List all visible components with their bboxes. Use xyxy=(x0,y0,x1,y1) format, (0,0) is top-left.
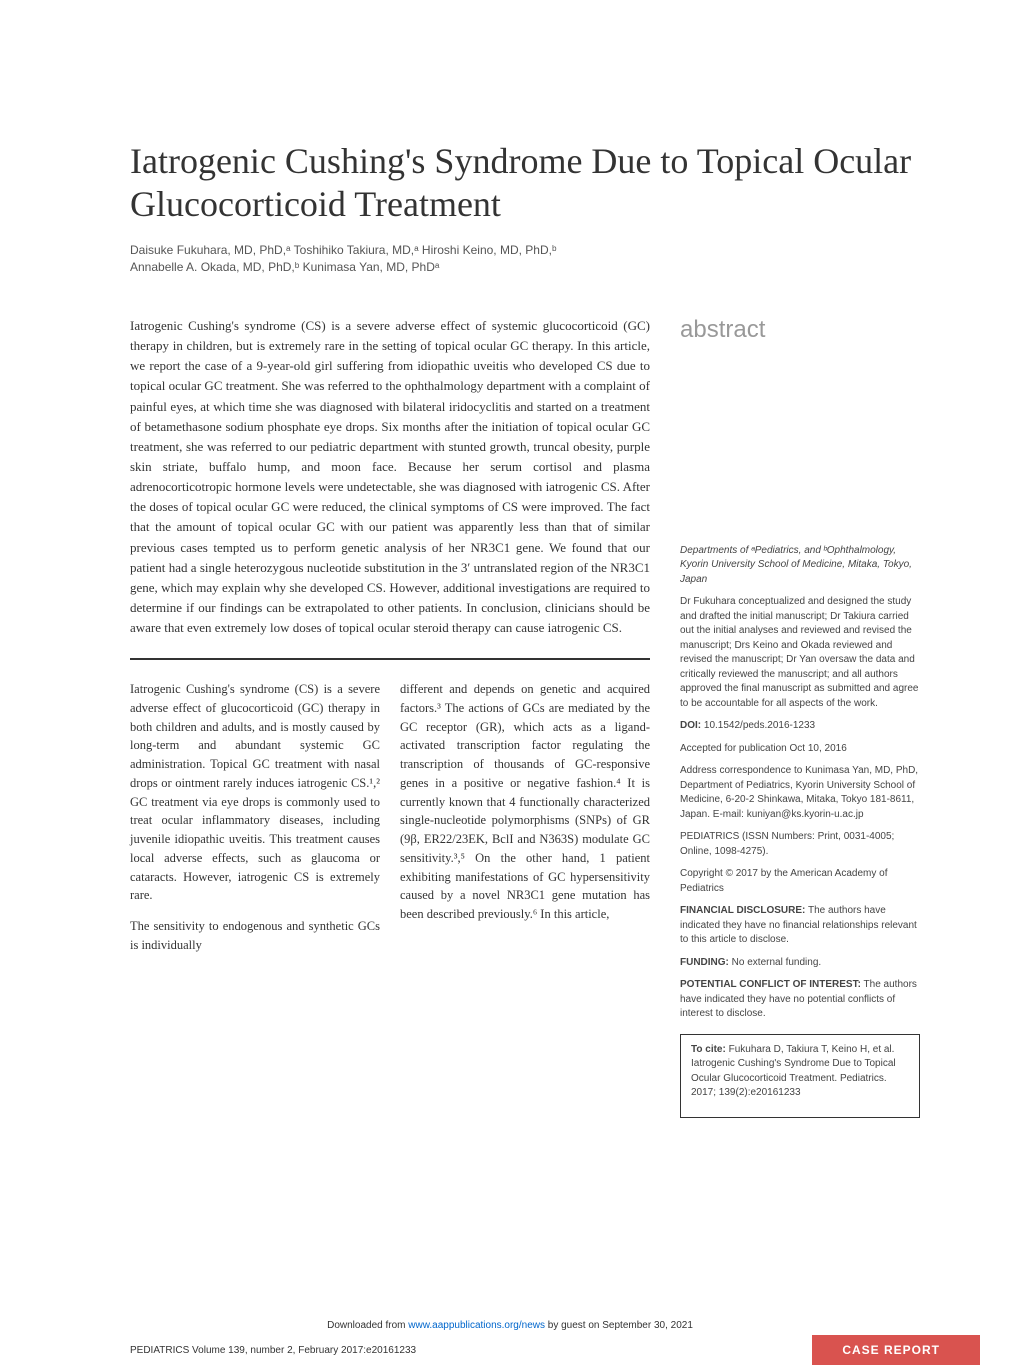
author-contribution: Dr Fukuhara conceptualized and designed … xyxy=(680,595,920,711)
sidebar-metadata: Departments of ᵃPediatrics, and ᵇOphthal… xyxy=(680,544,920,1118)
cite-label: To cite: xyxy=(691,1044,726,1055)
section-divider xyxy=(130,658,650,660)
body-paragraph: different and depends on genetic and acq… xyxy=(400,680,650,924)
issn: PEDIATRICS (ISSN Numbers: Print, 0031-40… xyxy=(680,830,920,859)
download-attribution: Downloaded from www.aappublications.org/… xyxy=(0,1320,1020,1335)
copyright: Copyright © 2017 by the American Academy… xyxy=(680,867,920,896)
doi-value: 10.1542/peds.2016-1233 xyxy=(701,720,815,731)
abstract-heading: abstract xyxy=(680,316,920,344)
affiliation: Departments of ᵃPediatrics, and ᵇOphthal… xyxy=(680,544,920,588)
funding-text: No external funding. xyxy=(729,957,821,968)
download-link[interactable]: www.aappublications.org/news xyxy=(408,1320,545,1331)
funding: FUNDING: No external funding. xyxy=(680,956,920,971)
body-paragraph: The sensitivity to endogenous and synthe… xyxy=(130,917,380,955)
article-title: Iatrogenic Cushing's Syndrome Due to Top… xyxy=(130,140,930,226)
body-column-1: Iatrogenic Cushing's syndrome (CS) is a … xyxy=(130,680,380,967)
author-list: Daisuke Fukuhara, MD, PhD,ᵃ Toshihiko Ta… xyxy=(130,242,930,276)
footer-citation: PEDIATRICS Volume 139, number 2, Februar… xyxy=(130,1345,416,1356)
download-suffix: by guest on September 30, 2021 xyxy=(545,1320,693,1331)
conflict-of-interest: POTENTIAL CONFLICT OF INTEREST: The auth… xyxy=(680,978,920,1022)
doi: DOI: 10.1542/peds.2016-1233 xyxy=(680,719,920,734)
accepted-date: Accepted for publication Oct 10, 2016 xyxy=(680,742,920,757)
conflict-label: POTENTIAL CONFLICT OF INTEREST: xyxy=(680,979,861,990)
citation-text: To cite: Fukuhara D, Takiura T, Keino H,… xyxy=(691,1043,909,1101)
page-footer: Downloaded from www.aappublications.org/… xyxy=(0,1320,1020,1365)
funding-label: FUNDING: xyxy=(680,957,729,968)
citation-box: To cite: Fukuhara D, Takiura T, Keino H,… xyxy=(680,1034,920,1118)
authors-line2: Annabelle A. Okada, MD, PhD,ᵇ Kunimasa Y… xyxy=(130,259,930,276)
body-paragraph: Iatrogenic Cushing's syndrome (CS) is a … xyxy=(130,680,380,905)
correspondence: Address correspondence to Kunimasa Yan, … xyxy=(680,764,920,822)
financial-disclosure: FINANCIAL DISCLOSURE: The authors have i… xyxy=(680,904,920,948)
authors-line1: Daisuke Fukuhara, MD, PhD,ᵃ Toshihiko Ta… xyxy=(130,242,930,259)
body-column-2: different and depends on genetic and acq… xyxy=(400,680,650,967)
abstract-body: Iatrogenic Cushing's syndrome (CS) is a … xyxy=(130,316,650,638)
doi-label: DOI: xyxy=(680,720,701,731)
disclosure-label: FINANCIAL DISCLOSURE: xyxy=(680,905,805,916)
download-prefix: Downloaded from xyxy=(327,1320,408,1331)
article-type-badge: CASE REPORT xyxy=(812,1335,980,1365)
